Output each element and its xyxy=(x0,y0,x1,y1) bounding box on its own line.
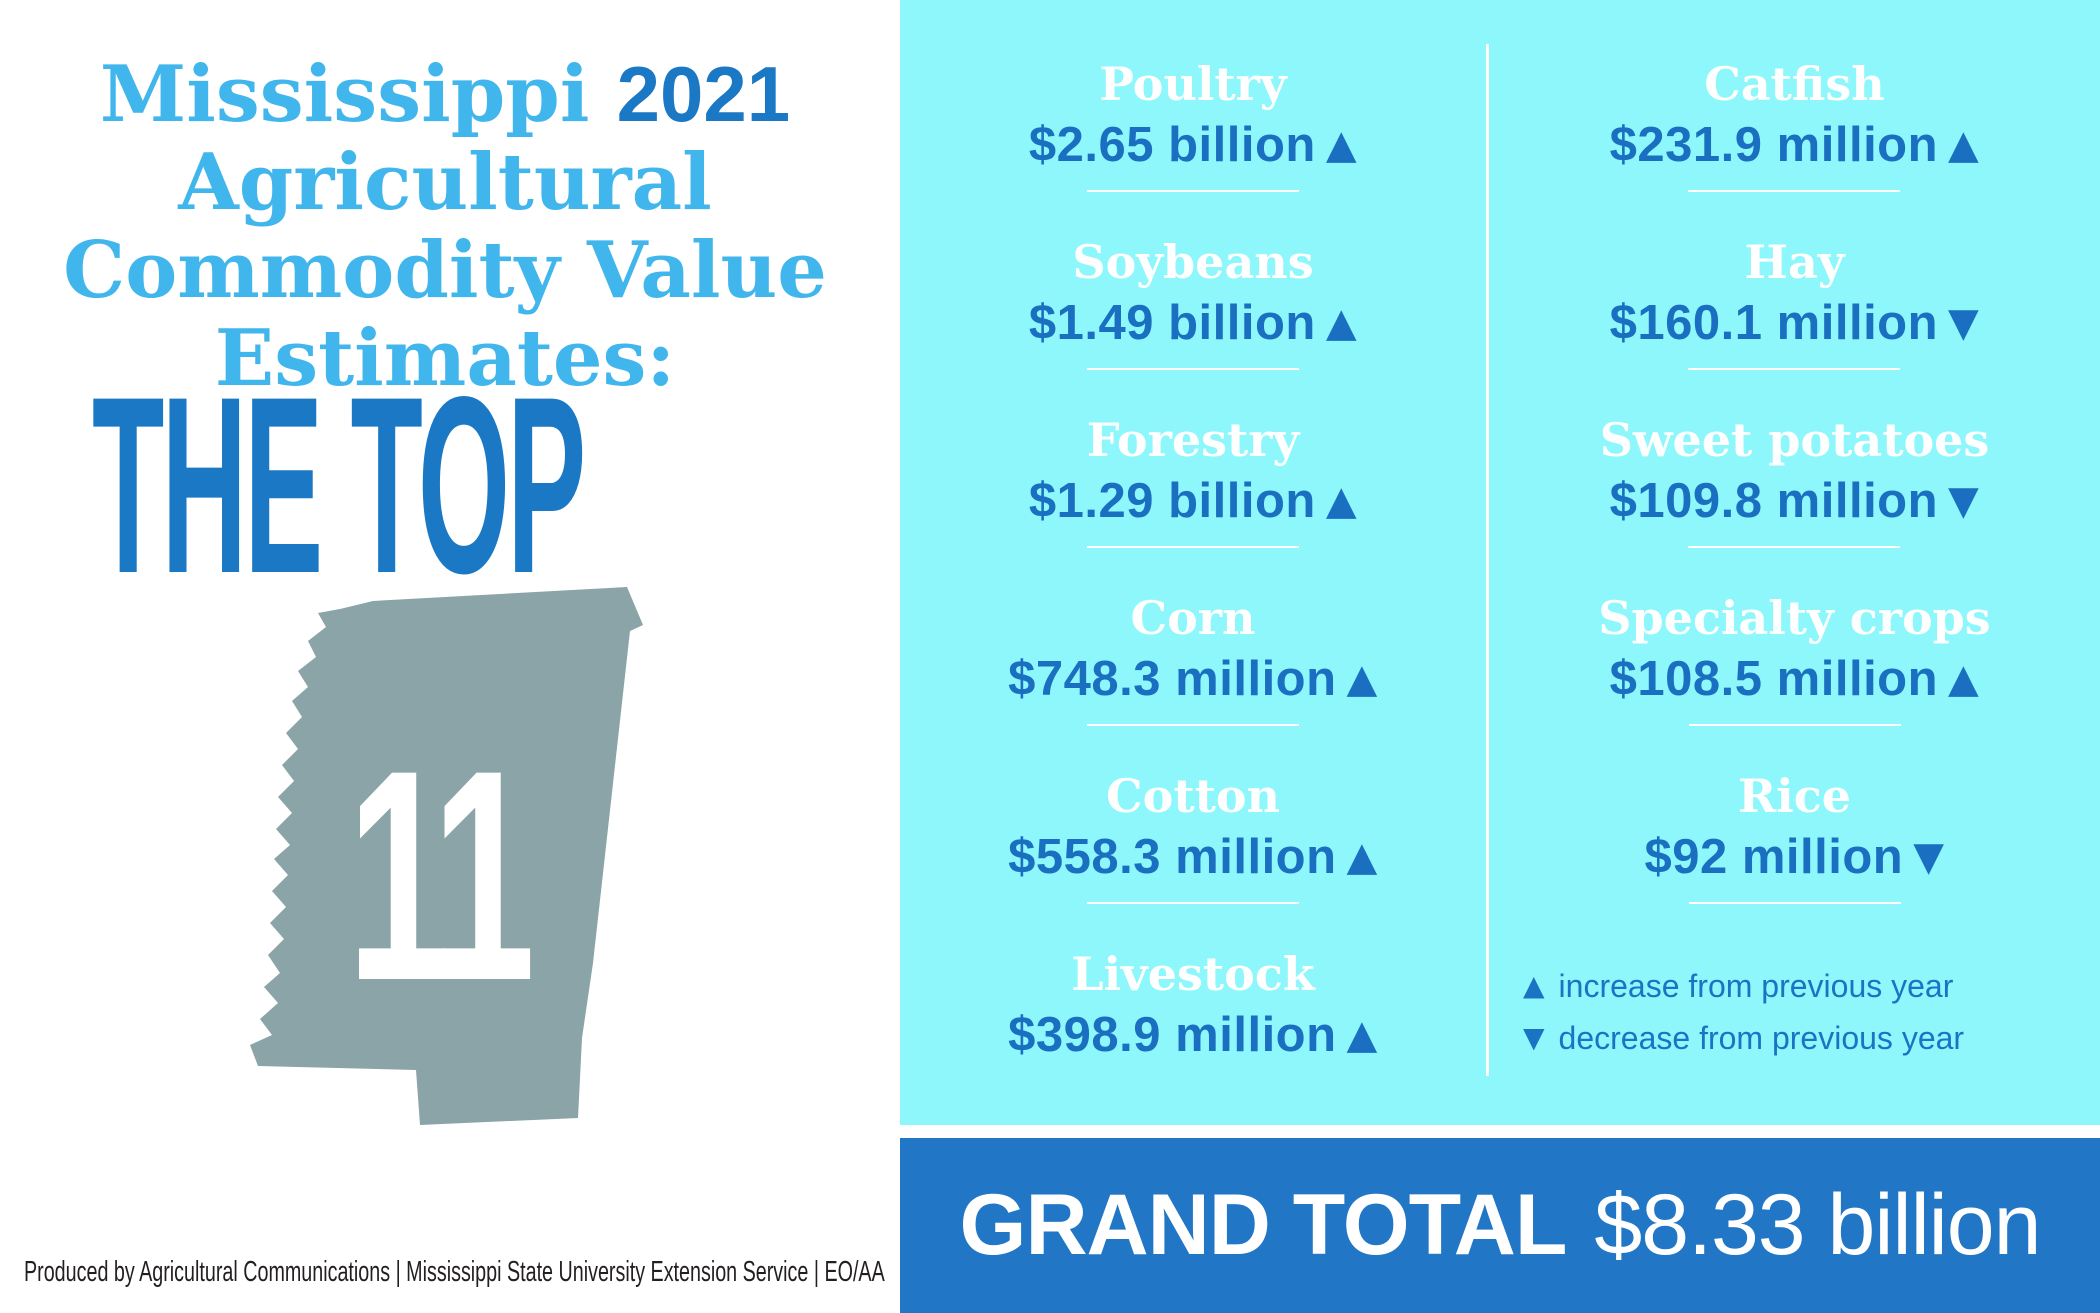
trend-up-icon: ▲ xyxy=(1325,478,1358,524)
commodity-name: Cotton xyxy=(1106,769,1280,823)
trend-up-icon: ▲ xyxy=(1346,834,1378,880)
credit-line: Produced by Agricultural Communications … xyxy=(24,1256,885,1288)
commodity-entry-soybeans: Soybeans $1.49 billion ▲ xyxy=(1029,232,1357,370)
commodity-entry-poultry: Poultry $2.65 billion ▲ xyxy=(1029,54,1357,192)
entry-divider xyxy=(1688,546,1901,548)
commodity-name: Corn xyxy=(1130,591,1256,645)
commodity-name: Hay xyxy=(1744,235,1845,289)
value-text: $2.65 billion xyxy=(1028,118,1316,172)
commodity-value: $92 million ▼ xyxy=(1644,826,1944,888)
grand-total-bar: GRAND TOTAL $8.33 billion xyxy=(900,1138,2100,1313)
trend-down-icon: ▼ xyxy=(1523,1021,1545,1054)
entry-divider xyxy=(1087,190,1299,192)
trend-up-icon: ▲ xyxy=(1948,656,1980,702)
trend-up-icon: ▲ xyxy=(1523,969,1545,1002)
legend-decrease: ▼ decrease from previous year xyxy=(1523,1012,1964,1064)
trend-up-icon: ▲ xyxy=(1325,300,1358,346)
value-text: $109.8 million xyxy=(1609,474,1939,528)
legend-label: increase from previous year xyxy=(1558,968,1954,1004)
entry-divider xyxy=(1086,724,1299,726)
commodity-value: $160.1 million ▼ xyxy=(1610,292,1980,354)
trend-down-icon: ▼ xyxy=(1948,300,1980,346)
column-divider xyxy=(1486,44,1489,1076)
commodity-name: Poultry xyxy=(1099,57,1287,111)
title-state: Mississippi xyxy=(99,49,617,140)
commodity-entry-cotton: Cotton $558.3 million ▲ xyxy=(1008,766,1378,904)
value-text: $1.49 billion xyxy=(1028,296,1316,350)
commodity-value: $398.9 million ▲ xyxy=(1008,1004,1378,1066)
value-text: $558.3 million xyxy=(1008,830,1337,884)
commodity-name: Specialty crops xyxy=(1598,591,1991,645)
mississippi-state-icon xyxy=(250,587,643,1125)
map-number-label: 11 xyxy=(347,707,535,1043)
commodity-name: Livestock xyxy=(1071,947,1315,1001)
commodity-name: Catfish xyxy=(1704,57,1885,111)
commodity-name: Rice xyxy=(1738,769,1851,823)
value-text: $231.9 million xyxy=(1609,118,1939,172)
poster-title: Mississippi 2021 Agricultural Commodity … xyxy=(50,50,840,403)
commodity-entry-rice: Rice $92 million ▼ xyxy=(1644,766,1944,904)
commodity-value: $231.9 million ▲ xyxy=(1610,114,1980,176)
value-text: $108.5 million xyxy=(1609,652,1939,706)
legend-increase: ▲ increase from previous year xyxy=(1523,960,1964,1012)
value-text: $160.1 million xyxy=(1609,296,1939,350)
entry-divider xyxy=(1087,546,1299,548)
title-year: 2021 xyxy=(616,50,791,138)
commodity-name: Soybeans xyxy=(1072,235,1314,289)
trend-up-icon: ▲ xyxy=(1325,122,1358,168)
commodity-value: $1.49 billion ▲ xyxy=(1029,292,1357,354)
commodity-column-1: Poultry $2.65 billion ▲ Soybeans $1.49 bi… xyxy=(900,0,1486,1125)
value-text: $748.3 million xyxy=(1008,652,1337,706)
trend-up-icon: ▲ xyxy=(1346,656,1378,702)
mississippi-map: 11 xyxy=(180,583,680,1148)
commodity-entry-sweet-potatoes: Sweet potatoes $109.8 million ▼ xyxy=(1599,410,1990,548)
commodity-entry-hay: Hay $160.1 million ▼ xyxy=(1610,232,1980,370)
legend: ▲ increase from previous year ▼ decrease… xyxy=(1523,960,1964,1064)
grand-total-label: GRAND TOTAL xyxy=(959,1177,1568,1273)
title-line-1: Mississippi 2021 xyxy=(50,50,840,139)
commodity-value: $2.65 billion ▲ xyxy=(1029,114,1357,176)
entry-divider xyxy=(1688,724,1901,726)
entry-divider xyxy=(1087,368,1299,370)
commodity-value: $1.29 billion ▲ xyxy=(1029,470,1357,532)
commodity-column-2: Catfish $231.9 million ▲ Hay $160.1 milli… xyxy=(1489,0,2100,1125)
commodity-name: Forestry xyxy=(1086,413,1300,467)
grand-total-value: $8.33 billion xyxy=(1594,1177,2041,1273)
trend-down-icon: ▼ xyxy=(1948,478,1980,524)
commodity-panel: Poultry $2.65 billion ▲ Soybeans $1.49 bi… xyxy=(900,0,2100,1125)
value-text: $398.9 million xyxy=(1008,1008,1337,1062)
entry-divider xyxy=(1086,902,1299,904)
entry-divider xyxy=(1688,368,1901,370)
title-line-2: Agricultural xyxy=(178,137,712,228)
title-line-4: Estimates: xyxy=(214,313,676,404)
commodity-value: $748.3 million ▲ xyxy=(1008,648,1378,710)
commodity-value: $108.5 million ▲ xyxy=(1610,648,1980,710)
trend-up-icon: ▲ xyxy=(1346,1012,1378,1058)
value-text: $92 million xyxy=(1644,830,1904,884)
commodity-entry-livestock: Livestock $398.9 million ▲ xyxy=(1008,944,1378,1066)
value-text: $1.29 billion xyxy=(1028,474,1316,528)
trend-up-icon: ▲ xyxy=(1948,122,1980,168)
commodity-value: $109.8 million ▼ xyxy=(1610,470,1980,532)
entry-divider xyxy=(1688,902,1901,904)
title-line-3: Commodity Value xyxy=(63,225,827,316)
entry-divider xyxy=(1688,190,1901,192)
commodity-entry-forestry: Forestry $1.29 billion ▲ xyxy=(1029,410,1357,548)
legend-label: decrease from previous year xyxy=(1558,1020,1965,1056)
trend-down-icon: ▼ xyxy=(1913,834,1945,880)
commodity-value: $558.3 million ▲ xyxy=(1008,826,1378,888)
commodity-entry-catfish: Catfish $231.9 million ▲ xyxy=(1610,54,1980,192)
headline-the-top: THE TOP xyxy=(92,345,586,626)
commodity-name: Sweet potatoes xyxy=(1599,413,1990,467)
commodity-entry-specialty-crops: Specialty crops $108.5 million ▲ xyxy=(1598,588,1991,726)
commodity-entry-corn: Corn $748.3 million ▲ xyxy=(1008,588,1378,726)
